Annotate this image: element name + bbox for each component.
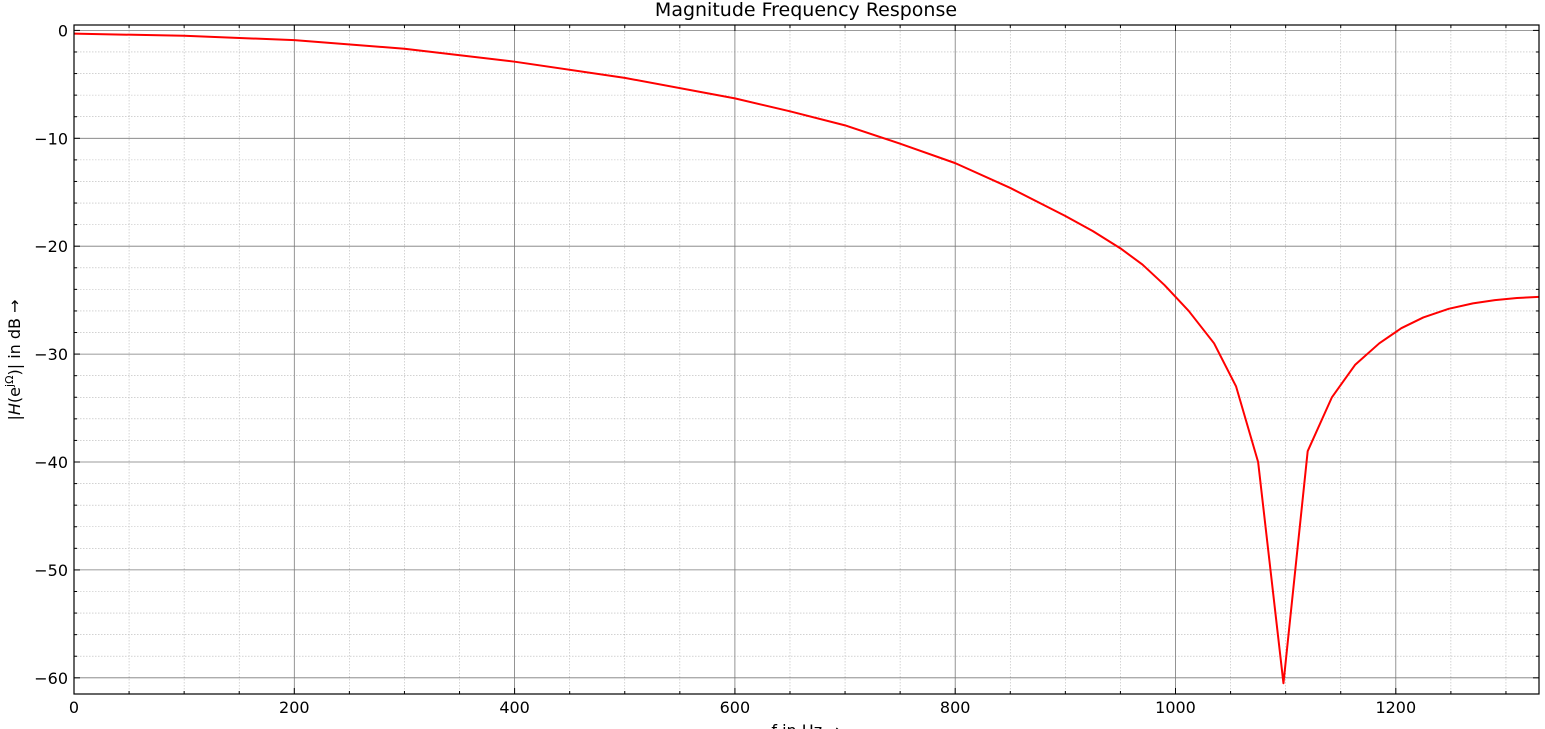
x-tick-label: 600 (720, 698, 751, 717)
y-tick-label: 0 (58, 21, 68, 40)
x-tick-label: 400 (499, 698, 530, 717)
x-tick-label: 1200 (1375, 698, 1416, 717)
magnitude-response-line (73, 32, 1540, 685)
y-tick-label: −40 (34, 453, 68, 472)
chart-title: Magnitude Frequency Response (655, 0, 957, 21)
y-tick-label: −10 (34, 129, 68, 148)
y-axis-label: |H(ejΩ)| in dB → (3, 300, 24, 421)
x-tick-label: 200 (279, 698, 310, 717)
plot-frame (73, 24, 1540, 695)
x-axis-label: f in Hz → (771, 721, 840, 729)
x-tick-label: 800 (940, 698, 971, 717)
series-group (73, 32, 1540, 685)
y-tick-label: −60 (34, 669, 68, 688)
x-tick-label: 0 (69, 698, 79, 717)
y-tick-labels: 0 −10 −20 −30 −40 −50 −60 (34, 21, 68, 687)
minor-grid (74, 25, 1539, 694)
x-tick-labels: 0 200 400 600 800 1000 1200 (69, 698, 1416, 717)
major-grid (73, 25, 1539, 694)
ticks-group (73, 25, 1539, 694)
y-tick-label: −20 (34, 237, 68, 256)
y-tick-label: −50 (34, 561, 68, 580)
x-tick-label: 1000 (1155, 698, 1196, 717)
y-tick-label: −30 (34, 345, 68, 364)
